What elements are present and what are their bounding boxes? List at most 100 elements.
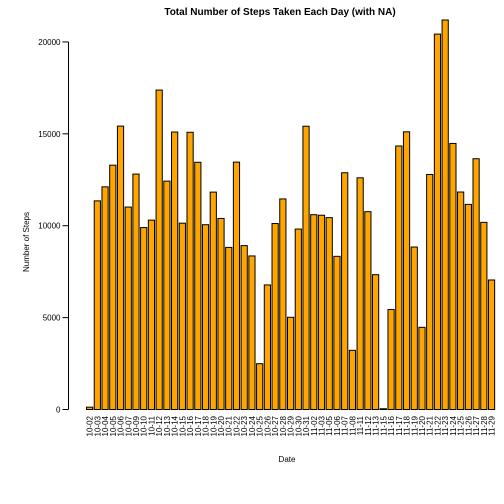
x-tick-label: 10-27 — [271, 415, 280, 436]
bars-group — [86, 19, 496, 411]
bar-10-16 — [186, 131, 194, 410]
x-tick-label: 11-29 — [488, 415, 497, 435]
x-axis-labels: 10-0210-0310-0410-0510-0610-0710-0910-10… — [86, 415, 497, 436]
bar-11-13 — [372, 274, 380, 410]
x-tick-label: 10-21 — [225, 415, 234, 436]
x-tick-label: 11-16 — [387, 415, 396, 435]
x-tick-label: 10-09 — [132, 415, 141, 436]
bar-10-25 — [256, 363, 264, 411]
y-axis: 0 5000 10000 15000 20000 — [38, 38, 69, 415]
bar-11-07 — [341, 172, 349, 410]
x-tick-label: 11-23 — [441, 415, 450, 435]
x-tick-label: 10-13 — [163, 415, 172, 436]
x-tick-label: 10-24 — [248, 415, 257, 436]
x-tick-label: 11-19 — [410, 415, 419, 435]
bar-10-21 — [225, 246, 233, 410]
bar-11-15 — [379, 408, 387, 410]
y-tick-label: 15000 — [38, 130, 61, 139]
bar-10-13 — [163, 180, 171, 410]
bar-10-26 — [263, 284, 271, 410]
bar-11-18 — [402, 131, 411, 410]
bar-10-28 — [279, 198, 287, 410]
bar-11-23 — [441, 19, 449, 410]
x-tick-label: 11-27 — [472, 415, 481, 435]
x-tick-label: 11-03 — [318, 415, 327, 435]
x-tick-label: 11-21 — [426, 415, 435, 435]
bar-10-09 — [132, 173, 140, 410]
bar-11-16 — [387, 309, 395, 411]
bar-10-17 — [194, 161, 202, 410]
x-tick-label: 11-13 — [372, 415, 381, 435]
x-tick-label: 10-14 — [171, 415, 180, 436]
bar-11-11 — [356, 177, 364, 410]
bar-10-04 — [101, 186, 109, 410]
x-tick-label: 11-18 — [403, 415, 412, 435]
x-tick-label: 11-22 — [433, 415, 442, 435]
x-tick-label: 11-06 — [333, 415, 342, 435]
bar-11-12 — [364, 211, 372, 410]
x-tick-label: 10-02 — [86, 415, 95, 436]
x-tick-label: 10-07 — [124, 415, 133, 436]
x-tick-label: 10-16 — [186, 415, 195, 436]
x-tick-label: 10-05 — [109, 415, 118, 436]
x-tick-label: 10-10 — [140, 415, 149, 436]
x-tick-label: 11-28 — [480, 415, 489, 435]
bar-10-27 — [271, 223, 279, 410]
x-tick-label: 10-11 — [147, 415, 156, 435]
bar-11-28 — [480, 221, 488, 410]
bar-11-06 — [333, 255, 341, 410]
y-tick-label: 0 — [56, 406, 61, 415]
bar-11-20 — [418, 326, 426, 410]
y-tick-label: 5000 — [43, 314, 61, 323]
x-tick-label: 10-18 — [202, 415, 211, 436]
x-tick-label: 10-30 — [294, 415, 303, 436]
bar-11-21 — [426, 174, 434, 410]
bar-11-17 — [395, 145, 403, 410]
x-tick-label: 10-03 — [93, 415, 102, 436]
x-tick-label: 10-12 — [155, 415, 164, 436]
bar-11-22 — [433, 33, 442, 410]
x-tick-label: 11-07 — [341, 415, 350, 435]
x-tick-label: 11-20 — [418, 415, 427, 435]
x-tick-label: 10-26 — [263, 415, 272, 436]
x-tick-label: 11-15 — [379, 415, 388, 435]
bar-11-27 — [472, 158, 480, 410]
bar-10-15 — [178, 222, 186, 410]
bar-11-24 — [449, 142, 457, 410]
bar-10-03 — [93, 200, 101, 410]
x-tick-label: 10-23 — [240, 415, 249, 436]
x-tick-label: 10-15 — [178, 415, 187, 436]
x-tick-label: 11-02 — [310, 415, 319, 435]
bar-10-29 — [286, 316, 295, 410]
bar-11-25 — [457, 191, 465, 410]
bar-10-24 — [248, 255, 256, 410]
y-tick-label: 20000 — [38, 38, 61, 47]
x-tick-label: 11-12 — [364, 415, 373, 435]
x-tick-label: 10-04 — [101, 415, 110, 436]
bar-10-07 — [124, 206, 132, 410]
x-tick-label: 11-25 — [457, 415, 466, 435]
bar-10-11 — [147, 219, 156, 410]
x-tick-label: 10-31 — [302, 415, 311, 436]
bar-11-29 — [487, 279, 496, 410]
bar-11-26 — [464, 203, 472, 410]
bar-10-31 — [302, 125, 310, 410]
y-axis-title: Number of Steps — [22, 212, 31, 272]
x-tick-label: 10-28 — [279, 415, 288, 436]
bar-10-30 — [294, 228, 302, 410]
x-axis-title: Date — [279, 455, 296, 464]
x-tick-label: 11-24 — [449, 415, 458, 435]
bar-10-19 — [209, 191, 217, 410]
x-tick-label: 11-08 — [348, 415, 357, 435]
bar-10-23 — [240, 245, 248, 410]
bar-11-08 — [348, 349, 357, 410]
x-tick-label: 11-11 — [356, 415, 365, 435]
bar-11-19 — [410, 246, 418, 410]
bar-10-06 — [116, 125, 125, 411]
bar-10-18 — [201, 224, 210, 410]
x-tick-label: 10-06 — [117, 415, 126, 436]
x-tick-label: 10-20 — [217, 415, 226, 436]
chart-title: Total Number of Steps Taken Each Day (wi… — [164, 7, 395, 18]
